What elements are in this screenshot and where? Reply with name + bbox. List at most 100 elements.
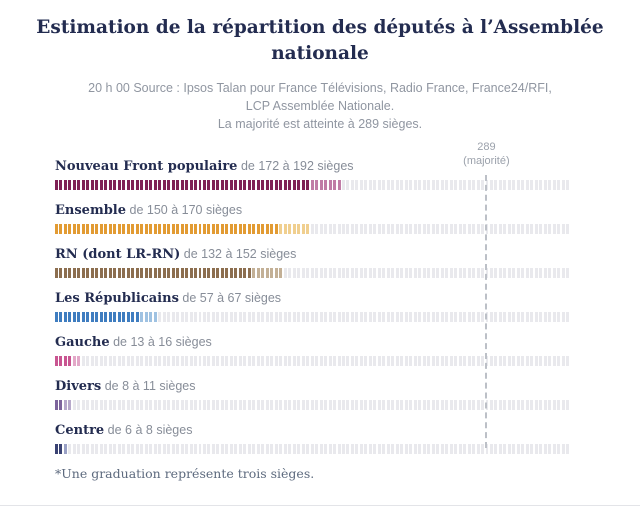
graduation-tick [117, 400, 121, 411]
series-name: Gauche [55, 335, 110, 351]
graduation-tick [382, 180, 386, 191]
graduation-tick [279, 444, 283, 455]
graduation-tick [458, 268, 462, 279]
graduation-tick [202, 180, 206, 191]
graduation-tick [548, 356, 552, 367]
graduation-tick [315, 444, 319, 455]
graduation-tick [108, 312, 112, 323]
graduation-tick [270, 312, 274, 323]
graduation-tick [395, 224, 399, 235]
graduation-tick [409, 224, 413, 235]
graduation-tick [458, 312, 462, 323]
graduation-tick [126, 268, 130, 279]
graduation-tick [449, 356, 453, 367]
graduation-tick [149, 224, 153, 235]
graduation-tick [283, 400, 287, 411]
graduation-tick [413, 400, 417, 411]
graduation-tick [557, 356, 561, 367]
graduation-tick [234, 268, 238, 279]
graduation-tick [413, 224, 417, 235]
graduation-tick [494, 268, 498, 279]
graduation-tick [238, 268, 242, 279]
graduation-tick [95, 268, 99, 279]
graduation-tick [265, 180, 269, 191]
graduation-tick [171, 356, 175, 367]
graduation-tick [72, 400, 76, 411]
graduation-tick [131, 224, 135, 235]
graduation-tick [95, 224, 99, 235]
graduation-tick [90, 268, 94, 279]
graduation-tick [489, 312, 493, 323]
graduation-tick [561, 356, 565, 367]
graduation-tick [77, 400, 81, 411]
graduation-tick [306, 224, 310, 235]
graduation-tick [494, 312, 498, 323]
graduation-tick [180, 268, 184, 279]
graduation-tick [521, 312, 525, 323]
graduation-tick [225, 444, 229, 455]
graduation-tick [140, 312, 144, 323]
graduation-tick [131, 268, 135, 279]
graduation-tick [279, 400, 283, 411]
graduation-tick [512, 400, 516, 411]
chart-row: Gauche de 13 à 16 sièges [55, 334, 570, 367]
graduation-tick [516, 356, 520, 367]
source-line-2: LCP Assemblée Nationale. [245, 98, 395, 113]
graduation-tick [104, 400, 108, 411]
graduation-tick [368, 224, 372, 235]
graduation-tick [292, 312, 296, 323]
graduation-tick [158, 224, 162, 235]
graduation-tick [144, 356, 148, 367]
graduation-tick [247, 356, 251, 367]
graduation-tick [252, 180, 256, 191]
graduation-tick [68, 356, 72, 367]
graduation-tick [543, 312, 547, 323]
graduation-tick [489, 400, 493, 411]
graduation-tick [144, 312, 148, 323]
graduation-tick [185, 268, 189, 279]
graduation-tick [194, 444, 197, 455]
graduation-tick [409, 180, 413, 191]
graduation-tick [77, 444, 81, 455]
graduation-tick [162, 356, 166, 367]
graduation-tick [498, 180, 502, 191]
graduation-tick [229, 180, 233, 191]
graduation-tick [153, 400, 157, 411]
graduation-tick [202, 400, 206, 411]
series-range: de 172 à 192 sièges [237, 159, 354, 174]
graduation-tick [211, 444, 215, 455]
graduation-tick [153, 268, 157, 279]
graduation-tick [144, 224, 148, 235]
graduation-tick [458, 224, 462, 235]
graduation-tick [386, 444, 390, 455]
graduation-tick [418, 268, 422, 279]
graduation-tick [256, 312, 260, 323]
graduation-tick [431, 224, 435, 235]
graduation-tick [498, 444, 502, 455]
graduation-tick [328, 312, 332, 323]
graduation-tick [422, 268, 426, 279]
graduation-tick [539, 312, 543, 323]
source-line-1: 20 h 00 Source : Ipsos Talan pour France… [88, 80, 552, 95]
graduation-tick [534, 312, 538, 323]
graduation-tick [135, 224, 139, 235]
graduation-tick [55, 312, 58, 323]
graduation-tick [270, 268, 274, 279]
graduation-tick [391, 356, 395, 367]
graduation-tick [292, 180, 296, 191]
graduation-tick [359, 180, 363, 191]
graduation-tick [324, 180, 328, 191]
graduation-tick [530, 444, 534, 455]
graduation-tick [552, 224, 556, 235]
graduation-tick [194, 400, 197, 411]
row-label: Nouveau Front populaire de 172 à 192 siè… [55, 158, 570, 175]
graduation-tick [292, 268, 296, 279]
graduation-tick [350, 180, 354, 191]
graduation-tick [167, 224, 171, 235]
graduation-tick [310, 356, 314, 367]
graduation-tick [548, 312, 552, 323]
graduation-tick [368, 312, 372, 323]
graduation-tick [377, 400, 381, 411]
graduation-tick [350, 312, 354, 323]
